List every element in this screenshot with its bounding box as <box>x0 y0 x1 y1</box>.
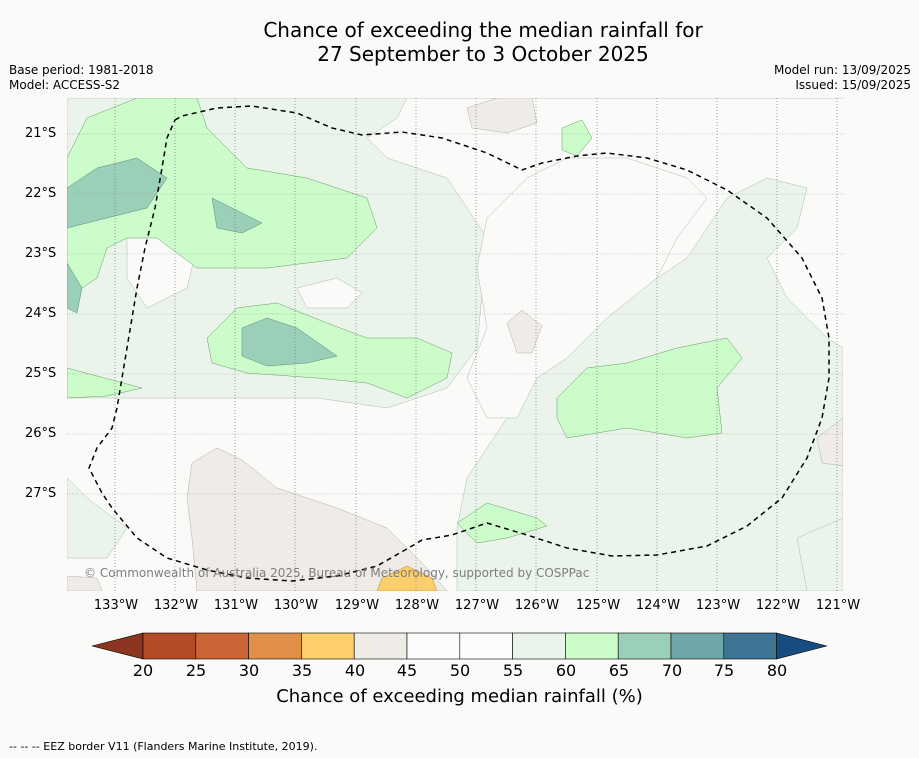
lon-label: 132°W <box>153 598 199 613</box>
lon-label: 128°W <box>394 598 440 613</box>
base-period: Base period: 1981-2018 <box>9 63 154 77</box>
lon-label: 125°W <box>575 598 621 613</box>
lon-label: 121°W <box>815 598 861 613</box>
region-40-45-south <box>186 447 448 591</box>
colorbar-cell <box>142 632 197 660</box>
colorbar-cell <box>670 632 725 660</box>
model-run: Model run: 13/09/2025 <box>773 63 911 77</box>
region-65-70-central <box>241 317 338 367</box>
colorbar-tick: 60 <box>555 661 577 680</box>
meta-left: Base period: 1981-2018 Model: ACCESS-S2 <box>9 63 154 93</box>
model-name: Model: ACCESS-S2 <box>9 78 121 92</box>
lon-label: 123°W <box>695 598 741 613</box>
title-line-1: Chance of exceeding the median rainfall … <box>263 18 703 42</box>
colorbar <box>91 632 828 660</box>
lon-label: 126°W <box>514 598 560 613</box>
region-65-70-north <box>67 157 168 229</box>
lat-label: 24°S <box>25 306 57 321</box>
colorbar-tick: 40 <box>344 661 366 680</box>
region-55-60-southeast <box>796 517 843 591</box>
colorbar-tick: 35 <box>291 661 313 680</box>
rainfall-map <box>67 98 843 591</box>
colorbar-cell <box>459 632 513 660</box>
lon-label: 133°W <box>93 598 139 613</box>
lon-label: 122°W <box>755 598 801 613</box>
lon-gridlines <box>114 98 838 591</box>
region-35-40 <box>376 565 438 591</box>
meta-right: Model run: 13/09/2025 Issued: 15/09/2025 <box>774 63 911 93</box>
lat-label: 25°S <box>25 366 57 381</box>
page-title: Chance of exceeding the median rainfall … <box>0 18 919 66</box>
colorbar-tick: 45 <box>396 661 418 680</box>
region-40-45-north <box>466 98 538 134</box>
colorbar-cell <box>565 632 619 660</box>
lon-label: 131°W <box>213 598 259 613</box>
colorbar-tick: 55 <box>502 661 524 680</box>
colorbar-cell <box>353 632 408 660</box>
title-line-2: 27 September to 3 October 2025 <box>317 42 649 66</box>
eez-footnote: -- -- -- EEZ border V11 (Flanders Marine… <box>9 740 318 753</box>
region-55-60-sw <box>67 477 128 559</box>
region-40-45-mid <box>506 309 543 354</box>
colorbar-cell <box>195 632 249 660</box>
region-65-70-small <box>211 197 263 234</box>
eez-border <box>88 105 830 582</box>
copyright-notice: © Commonwealth of Australia 2025, Bureau… <box>84 566 590 580</box>
lat-label: 27°S <box>25 486 57 501</box>
colorbar-high-extend <box>776 632 828 660</box>
colorbar-cell <box>406 632 461 660</box>
colorbar-tick: 20 <box>132 661 154 680</box>
colorbar-tick: 80 <box>766 661 788 680</box>
colorbar-tick: 25 <box>185 661 207 680</box>
lon-label: 129°W <box>334 598 380 613</box>
region-65-70-west <box>67 262 83 314</box>
colorbar-cell <box>301 632 355 660</box>
colorbar-cell <box>512 632 566 660</box>
lon-label: 130°W <box>273 598 319 613</box>
colorbar-tick: 75 <box>713 661 735 680</box>
region-60-65-south <box>456 502 548 544</box>
colorbar-cell <box>248 632 302 660</box>
lon-label: 124°W <box>635 598 681 613</box>
colorbar-tick: 50 <box>449 661 471 680</box>
lat-gridlines <box>67 133 843 495</box>
lon-label: 127°W <box>454 598 500 613</box>
lat-label: 21°S <box>25 126 57 141</box>
issued-date: Issued: 15/09/2025 <box>795 78 911 92</box>
colorbar-low-extend <box>91 632 144 660</box>
colorbar-tick: 65 <box>608 661 630 680</box>
region-60-65-east <box>556 337 743 439</box>
colorbar-cell <box>617 632 672 660</box>
colorbar-title: Chance of exceeding median rainfall (%) <box>276 686 643 707</box>
map-svg <box>67 98 843 591</box>
colorbar-cell <box>723 632 777 660</box>
region-60-65-north <box>67 98 378 299</box>
region-60-65-small <box>561 119 593 157</box>
colorbar-tick: 30 <box>238 661 260 680</box>
lat-label: 23°S <box>25 246 57 261</box>
region-45-55-small <box>296 277 363 309</box>
lat-label: 22°S <box>25 186 57 201</box>
colorbar-tick: 70 <box>661 661 683 680</box>
region-60-65-sw <box>67 367 143 399</box>
region-40-45-east <box>816 417 843 467</box>
region-40-45-sw <box>67 575 103 591</box>
lat-label: 26°S <box>25 426 57 441</box>
